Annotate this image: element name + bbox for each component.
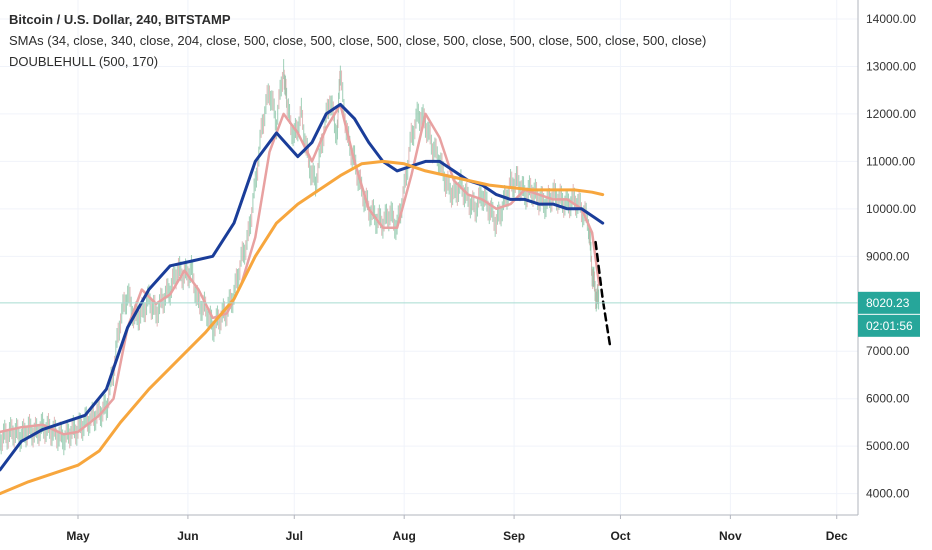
legend-sma-line: SMAs (34, close, 340, close, 204, close,… (9, 33, 707, 48)
indicator-lines (0, 102, 612, 496)
legend-doublehull-line: DOUBLEHULL (500, 170) (9, 54, 159, 69)
time-tick-label: Oct (610, 529, 630, 543)
time-tick-label: Sep (503, 529, 525, 543)
chart-legend: Bitcoin / U.S. Dollar, 240, BITSTAMP SMA… (9, 9, 706, 72)
countdown-label: 02:01:56 (866, 319, 913, 333)
price-tick-label: 6000.00 (866, 392, 910, 406)
price-tick-label: 9000.00 (866, 249, 910, 263)
countdown-badge-bg (858, 314, 920, 337)
price-tick-label: 4000.00 (866, 487, 910, 501)
price-tick-label: 13000.00 (866, 59, 916, 73)
grid (0, 0, 858, 515)
legend-title: Bitcoin / U.S. Dollar, 240, BITSTAMP (9, 12, 231, 27)
time-tick-label: Jul (286, 529, 303, 543)
time-axis[interactable]: May Jun Jul Aug Sep Oct Nov Dec (0, 514, 932, 550)
time-tick-label: Aug (393, 529, 416, 543)
last-price-label: 8020.23 (866, 296, 910, 310)
price-tick-label: 14000.00 (866, 12, 916, 26)
last-price-badge-bg (858, 291, 920, 314)
price-tick-label: 10000.00 (866, 202, 916, 216)
price-tick-label: 11000.00 (866, 154, 915, 168)
series-line-2 (0, 102, 605, 472)
series-line-1 (0, 103, 601, 436)
time-tick-label: Dec (826, 529, 848, 543)
last-price-badge: 8020.23 02:01:56 (858, 291, 920, 337)
time-tick-label: Jun (177, 529, 198, 543)
price-tick-label: 12000.00 (866, 107, 916, 121)
series-line-4 (594, 240, 612, 346)
price-tick-label: 7000.00 (866, 344, 910, 358)
price-tick-label: 5000.00 (866, 439, 910, 453)
time-tick-label: Nov (719, 529, 742, 543)
series-line-3 (0, 159, 605, 496)
price-axis[interactable]: 14000.00 13000.00 12000.00 11000.00 10000.00… (857, 0, 932, 515)
time-tick-label: May (66, 529, 90, 543)
